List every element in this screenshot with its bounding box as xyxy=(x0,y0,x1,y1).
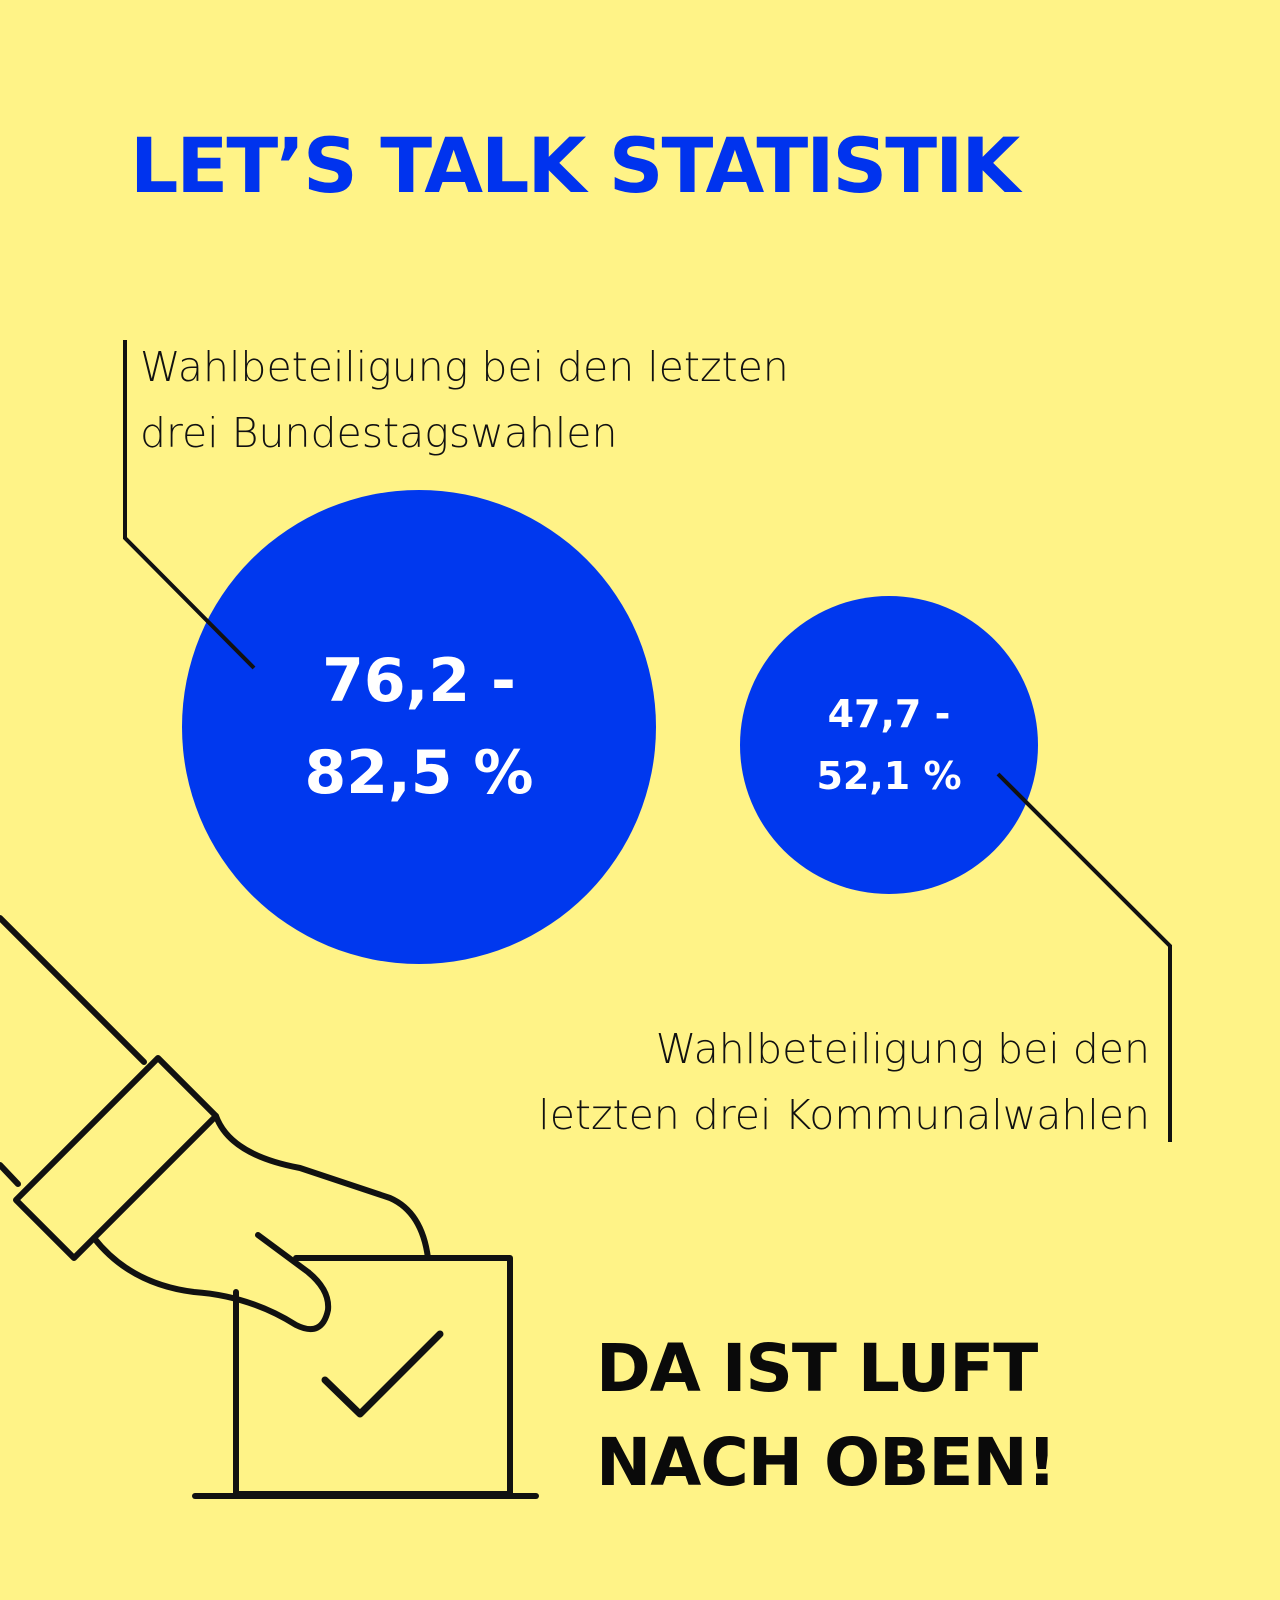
kommunal-label-line1: Wahlbeteiligung bei den xyxy=(655,1025,1150,1073)
cta-line2: NACH OBEN! xyxy=(596,1424,1057,1501)
bundestag-label-line2: drei Bundestagswahlen xyxy=(140,409,618,457)
headline: LET’S TALK STATISTIK xyxy=(130,121,1020,210)
kommunal-value-line1: 47,7 - xyxy=(827,692,951,736)
bundestag-leader-line xyxy=(123,340,256,670)
kommunal-label: Wahlbeteiligung bei den letzten drei Kom… xyxy=(538,1016,1150,1148)
bundestag-label: Wahlbeteiligung bei den letzten drei Bun… xyxy=(140,334,789,466)
kommunal-value-line2: 52,1 % xyxy=(816,754,962,798)
bundestag-turnout-circle: 76,2 - 82,5 % xyxy=(182,490,656,964)
kommunal-leader-line xyxy=(996,772,1172,1142)
cta-headline: DA IST LUFT NACH OBEN! xyxy=(596,1322,1057,1510)
bundestag-label-line1: Wahlbeteiligung bei den letzten xyxy=(140,343,789,391)
kommunal-turnout-circle: 47,7 - 52,1 % xyxy=(740,596,1038,894)
cta-line1: DA IST LUFT xyxy=(596,1330,1038,1407)
bundestag-value-line1: 76,2 - xyxy=(322,646,516,716)
checkmark-icon xyxy=(321,1330,444,1418)
kommunal-label-line2: letzten drei Kommunalwahlen xyxy=(538,1091,1150,1139)
hand-ballot-box-icon xyxy=(0,915,539,1499)
bundestag-value-line2: 82,5 % xyxy=(304,738,534,808)
